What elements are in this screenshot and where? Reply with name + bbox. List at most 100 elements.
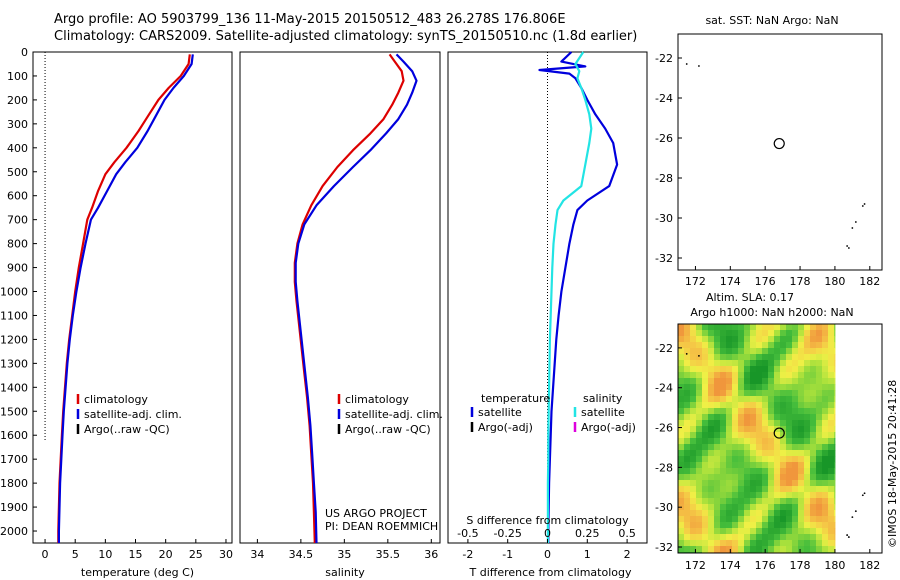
island-point [847, 536, 850, 538]
heatmap-cell [786, 450, 793, 457]
heatmap-cell [798, 456, 805, 463]
heatmap-cell [816, 498, 823, 505]
heatmap-cell [828, 390, 835, 397]
heatmap-cell [774, 474, 781, 481]
heatmap-cell [816, 372, 823, 379]
heatmap-cell [720, 384, 727, 391]
heatmap-cell [792, 540, 799, 547]
heatmap-cell [690, 462, 697, 469]
heatmap-cell [738, 510, 745, 517]
heatmap-cell [834, 540, 836, 547]
heatmap-cell [768, 360, 775, 367]
heatmap-cell [714, 480, 721, 487]
heatmap-cell [750, 378, 757, 385]
heatmap-cell [810, 528, 817, 535]
temperature-series-satellite [57, 54, 194, 543]
heatmap-cell [768, 540, 775, 547]
heatmap-cell [750, 432, 757, 439]
heatmap-cell [774, 468, 781, 475]
heatmap-cell [828, 498, 835, 505]
heatmap-cell [738, 456, 745, 463]
heatmap-cell [816, 546, 823, 553]
heatmap-cell [696, 342, 703, 349]
heatmap-cell [798, 330, 805, 337]
heatmap-cell [690, 480, 697, 487]
heatmap-cell [798, 546, 805, 553]
heatmap-cell [834, 444, 836, 451]
heatmap-cell [714, 486, 721, 493]
heatmap-cell [732, 486, 739, 493]
heatmap-cell [798, 420, 805, 427]
heatmap-cell [804, 330, 811, 337]
island-point [851, 227, 854, 229]
heatmap-cell [822, 378, 829, 385]
heatmap-cell [792, 468, 799, 475]
heatmap-cell [738, 336, 745, 343]
heatmap-cell [726, 528, 733, 535]
heatmap-cell [834, 342, 836, 349]
heatmap-cell [744, 462, 751, 469]
heatmap-cell [756, 384, 763, 391]
heatmap-cell [792, 504, 799, 511]
heatmap-cell [768, 498, 775, 505]
heatmap-cell [756, 468, 763, 475]
heatmap-cell [774, 450, 781, 457]
heatmap-cell [678, 390, 685, 397]
heatmap-cell [774, 462, 781, 469]
heatmap-cell [732, 420, 739, 427]
heatmap-cell [738, 432, 745, 439]
heatmap-cell [714, 396, 721, 403]
heatmap-cell [822, 354, 829, 361]
heatmap-cell [690, 546, 697, 553]
heatmap-cell [762, 480, 769, 487]
heatmap-cell [726, 354, 733, 361]
heatmap-cell [792, 426, 799, 433]
heatmap-cell [762, 390, 769, 397]
y-tick-label: 1500 [0, 405, 28, 418]
heatmap-cell [738, 468, 745, 475]
heatmap-cell [822, 492, 829, 499]
heatmap-cell [792, 348, 799, 355]
heatmap-cell [768, 450, 775, 457]
heatmap-cell [816, 414, 823, 421]
heatmap-cell [708, 372, 715, 379]
heatmap-cell [744, 540, 751, 547]
heatmap-cell [786, 366, 793, 373]
heatmap-cell [780, 336, 787, 343]
heatmap-cell [822, 510, 829, 517]
legend-label: climatology [345, 393, 409, 406]
heatmap-cell [828, 414, 835, 421]
heatmap-cell [762, 498, 769, 505]
heatmap-cell [732, 324, 739, 331]
heatmap-cell [816, 426, 823, 433]
heatmap-cell [720, 540, 727, 547]
heatmap-cell [792, 396, 799, 403]
heatmap-cell [678, 378, 685, 385]
island-point [861, 205, 864, 207]
heatmap-cell [750, 438, 757, 445]
heatmap-cell [768, 492, 775, 499]
heatmap-cell [726, 426, 733, 433]
heatmap-cell [798, 534, 805, 541]
heatmap-cell [762, 432, 769, 439]
heatmap-cell [762, 378, 769, 385]
heatmap-cell [816, 522, 823, 529]
heatmap-cell [792, 492, 799, 499]
island-point [698, 354, 700, 357]
heatmap-cell [678, 450, 685, 457]
heatmap-cell [750, 384, 757, 391]
heatmap-cell [804, 372, 811, 379]
heatmap-cell [816, 366, 823, 373]
heatmap-cell [798, 450, 805, 457]
heatmap-cell [756, 378, 763, 385]
heatmap-cell [804, 474, 811, 481]
heatmap-cell [750, 528, 757, 535]
y-tick-label: -24 [655, 382, 673, 395]
heatmap-cell [726, 414, 733, 421]
heatmap-cell [768, 372, 775, 379]
heatmap-cell [804, 444, 811, 451]
heatmap-cell [834, 450, 836, 457]
heatmap-cell [738, 528, 745, 535]
heatmap-cell [690, 330, 697, 337]
heatmap-cell [678, 468, 685, 475]
